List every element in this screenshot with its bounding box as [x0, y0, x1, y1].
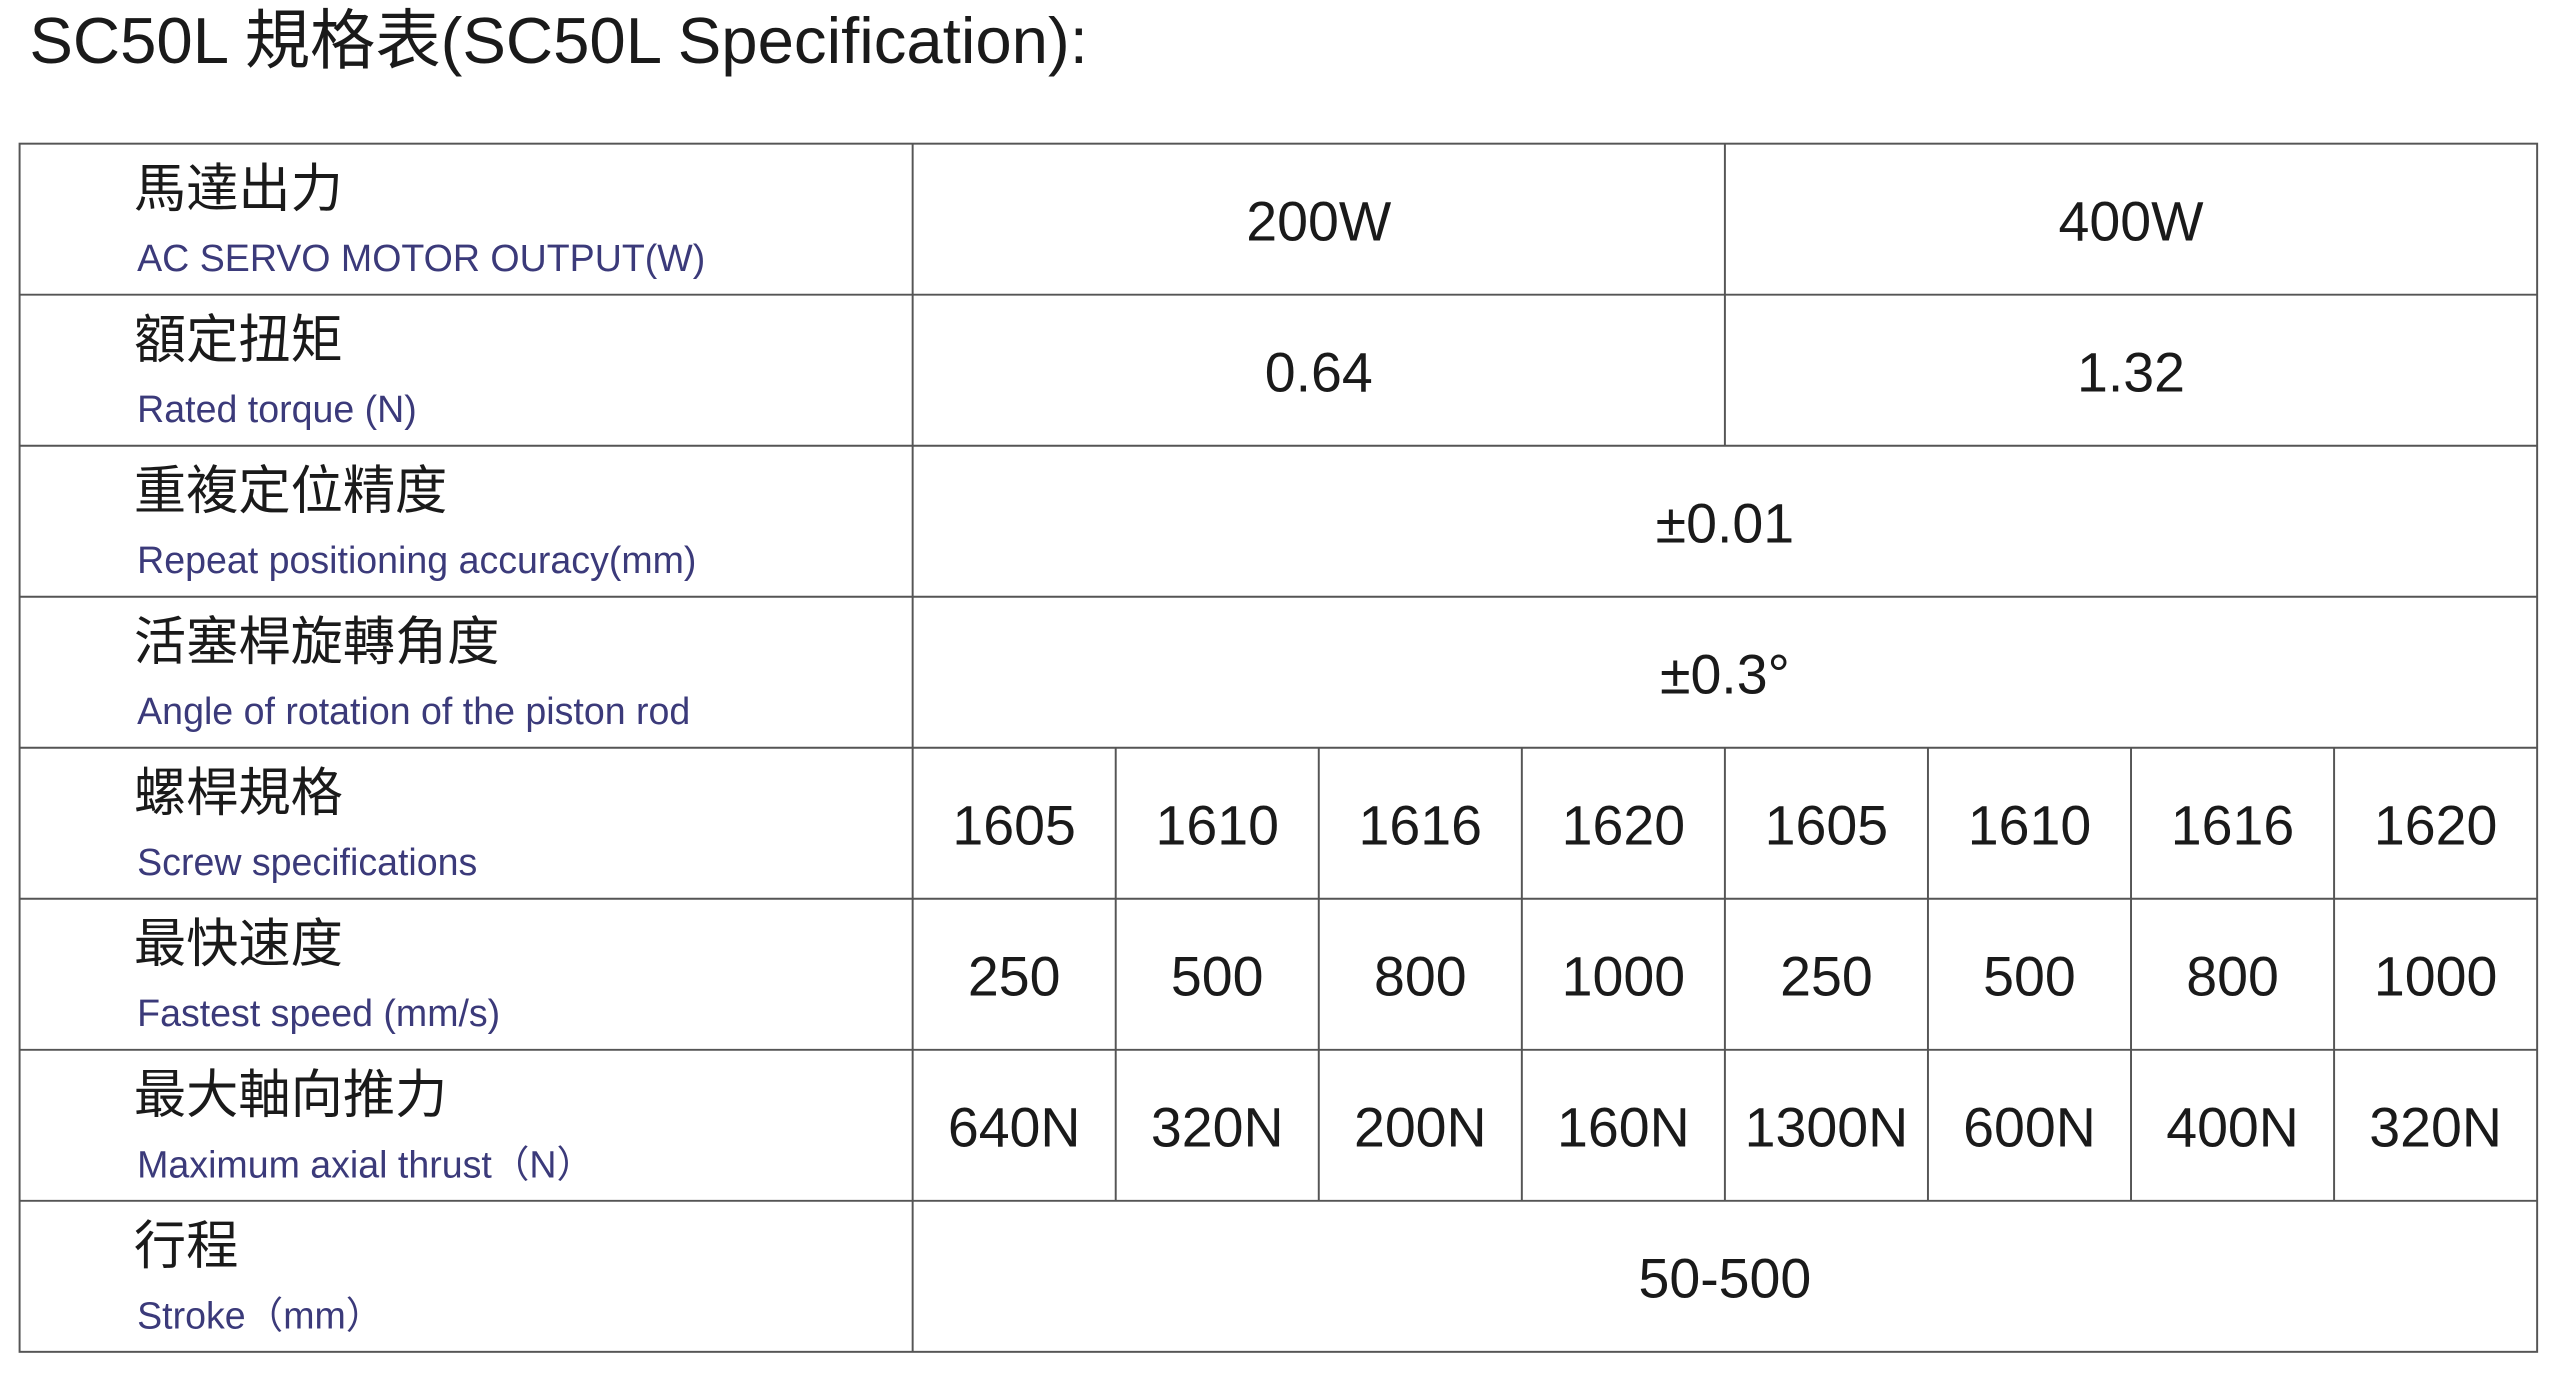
cell-value: 800 — [1374, 945, 1467, 1007]
cell-value: 1605 — [952, 794, 1075, 856]
cell-value: 1610 — [1968, 794, 2091, 856]
cell-value: 1616 — [2171, 794, 2294, 856]
cell-value: 1300N — [1745, 1096, 1909, 1158]
cell-value: 800 — [2186, 945, 2279, 1007]
cell-value: 0.64 — [1265, 341, 1373, 403]
label-zh: 重複定位精度 — [134, 462, 447, 520]
cell-value: 640N — [948, 1096, 1081, 1158]
cell-value: 1620 — [2374, 794, 2497, 856]
label-zh: 馬達出力 — [134, 160, 343, 218]
cell-value: 400W — [2059, 190, 2205, 252]
label-zh: 行程 — [134, 1218, 238, 1276]
label-en: Stroke（mm） — [137, 1294, 383, 1336]
label-en: Angle of rotation of the piston rod — [137, 690, 690, 732]
cell-value: 500 — [1171, 945, 1264, 1007]
label-zh: 活塞桿旋轉角度 — [134, 614, 500, 672]
label-en: Repeat positioning accuracy(mm) — [137, 539, 696, 581]
label-zh: 額定扭矩 — [134, 311, 343, 369]
cell-value: 250 — [968, 945, 1061, 1007]
cell-value: 600N — [1963, 1096, 2096, 1158]
label-zh: 最快速度 — [134, 916, 343, 974]
cell-value: 400N — [2166, 1096, 2299, 1158]
cell-value: 1610 — [1156, 794, 1279, 856]
cell-value: ±0.01 — [1656, 492, 1794, 554]
cell-value: 1000 — [2374, 945, 2497, 1007]
cell-value: 200W — [1246, 190, 1392, 252]
title: SC50L 規格表(SC50L Specification): — [29, 4, 1088, 77]
cell-value: 1620 — [1562, 794, 1685, 856]
cell-value: 500 — [1983, 945, 2076, 1007]
label-en: Fastest speed (mm/s) — [137, 992, 500, 1034]
cell-value: ±0.3° — [1660, 643, 1790, 705]
label-zh: 螺桿規格 — [134, 765, 343, 823]
cell-value: 1605 — [1765, 794, 1888, 856]
label-en: AC SERVO MOTOR OUTPUT(W) — [137, 237, 705, 279]
cell-value: 1000 — [1562, 945, 1685, 1007]
cell-value: 200N — [1354, 1096, 1487, 1158]
label-en: Screw specifications — [137, 841, 477, 883]
cell-value: 1.32 — [2077, 341, 2185, 403]
cell-value: 160N — [1557, 1096, 1690, 1158]
cell-value: 250 — [1780, 945, 1873, 1007]
cell-value: 50-500 — [1638, 1248, 1811, 1310]
cell-value: 320N — [2369, 1096, 2502, 1158]
label-en: Maximum axial thrust（N） — [137, 1143, 594, 1185]
label-en: Rated torque (N) — [137, 388, 417, 430]
cell-value: 1616 — [1359, 794, 1482, 856]
label-zh: 最大軸向推力 — [134, 1067, 447, 1125]
cell-value: 320N — [1151, 1096, 1284, 1158]
